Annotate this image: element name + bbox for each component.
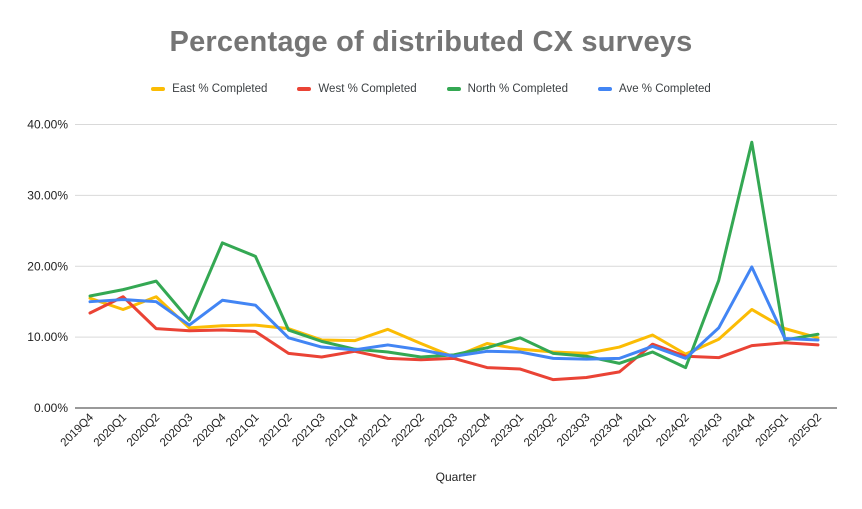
- x-tick-label: 2020Q4: [191, 411, 229, 449]
- legend-label: East % Completed: [172, 83, 268, 95]
- x-tick-label: 2020Q2: [125, 412, 162, 449]
- x-tick-label: 2024Q3: [687, 412, 724, 449]
- chart-title: Percentage of distributed CX surveys: [169, 26, 693, 58]
- x-tick-label: 2023Q2: [522, 412, 559, 449]
- x-tick-label: 2023Q1: [489, 412, 526, 449]
- y-tick-label: 40.00%: [27, 118, 68, 132]
- x-tick-label: 2023Q4: [588, 411, 626, 449]
- x-tick-label: 2022Q2: [390, 412, 427, 449]
- y-tick-label: 30.00%: [27, 188, 68, 202]
- x-tick-label: 2022Q1: [356, 412, 393, 449]
- x-tick-label: 2021Q3: [290, 412, 327, 449]
- x-tick-label: 2024Q4: [720, 411, 758, 449]
- legend-label: Ave % Completed: [618, 83, 711, 95]
- x-tick-label: 2021Q4: [323, 411, 361, 449]
- x-tick-label: 2019Q4: [59, 411, 97, 449]
- x-tick-label: 2021Q2: [257, 412, 294, 449]
- legend-item-north[interactable]: North % Completed: [446, 83, 568, 95]
- series-line-ave[interactable]: [88, 265, 820, 361]
- series-line-north[interactable]: [88, 140, 820, 370]
- legend-swatch: [151, 87, 166, 91]
- x-tick-label: 2024Q2: [654, 412, 691, 449]
- x-tick-label: 2025Q2: [787, 412, 824, 449]
- x-tick-label: 2025Q1: [754, 412, 791, 449]
- x-tick-label: 2021Q1: [224, 412, 261, 449]
- x-tick-label: 2022Q3: [423, 412, 460, 449]
- chart-legend: East % Completed West % Completed North % …: [0, 81, 862, 97]
- legend-label: West % Completed: [318, 83, 417, 95]
- legend-swatch: [297, 87, 312, 91]
- legend-item-ave[interactable]: Ave % Completed: [597, 83, 711, 95]
- y-tick-label: 20.00%: [27, 259, 68, 273]
- x-tick-label: 2020Q1: [92, 412, 129, 449]
- x-axis-title: Quarter: [435, 470, 477, 484]
- legend-item-west[interactable]: West % Completed: [297, 83, 417, 95]
- legend-item-east[interactable]: East % Completed: [151, 83, 267, 95]
- x-tick-label: 2024Q1: [621, 412, 658, 449]
- y-tick-label: 10.00%: [27, 330, 68, 344]
- x-tick-label: 2023Q3: [555, 412, 592, 449]
- x-tick-label: 2020Q3: [158, 412, 195, 449]
- y-tick-label: 0.00%: [34, 401, 68, 415]
- legend-label: North % Completed: [467, 83, 568, 95]
- series-line-west[interactable]: [88, 295, 820, 382]
- legend-swatch: [597, 87, 612, 91]
- legend-swatch: [446, 87, 461, 91]
- x-tick-label: 2022Q4: [456, 411, 494, 449]
